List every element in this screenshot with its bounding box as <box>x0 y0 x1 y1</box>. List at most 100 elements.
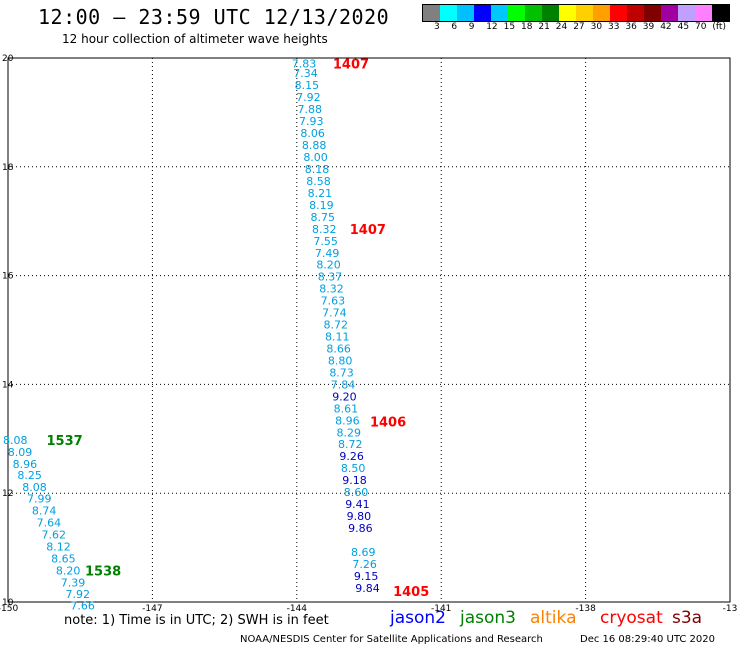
swh-value: 7.26 <box>352 558 377 571</box>
swh-value: 8.75 <box>311 211 336 224</box>
swh-value: 8.25 <box>17 469 42 482</box>
swh-value: 7.99 <box>27 493 52 506</box>
swh-value: 7.63 <box>321 295 346 308</box>
swh-value: 7.92 <box>66 588 91 601</box>
y-tick-label: 12 <box>2 489 13 499</box>
chart-title: 12:00 – 23:59 UTC 12/13/2020 <box>38 5 390 29</box>
legend-swatch <box>695 5 712 21</box>
swh-value: 9.20 <box>332 390 357 403</box>
pass-number-label: 1407 <box>333 57 369 72</box>
pass-number-label: 1538 <box>85 564 121 579</box>
legend-label: 70 <box>695 22 707 32</box>
swh-value: 8.96 <box>13 458 38 471</box>
y-tick-label: 14 <box>2 380 14 390</box>
satellite-name-jason3: jason3 <box>460 608 516 628</box>
pass-number-label: 1406 <box>370 415 406 430</box>
legend-swatch <box>525 5 542 21</box>
legend-label: 9 <box>468 22 475 32</box>
swh-value: 8.80 <box>328 354 353 367</box>
satellite-name-jason2: jason2 <box>390 608 446 628</box>
legend-label: 12 <box>486 22 498 32</box>
swh-value: 8.12 <box>46 541 71 554</box>
swh-value: 7.88 <box>298 103 323 116</box>
satellite-name-altika: altika <box>530 608 577 628</box>
legend-swatch <box>559 5 576 21</box>
chart-subtitle: 12 hour collection of altimeter wave hei… <box>62 32 328 46</box>
satellite-name-cryosat: cryosat <box>600 608 663 628</box>
legend-label: 27 <box>573 22 585 32</box>
swh-value: 8.08 <box>22 481 47 494</box>
x-tick-label: -144 <box>287 604 308 614</box>
legend-label: 36 <box>625 22 637 32</box>
swh-value: 9.84 <box>355 582 380 595</box>
swh-value: 8.72 <box>324 319 349 332</box>
swh-value: 9.86 <box>348 522 373 535</box>
y-tick-label: 10 <box>2 598 14 608</box>
swh-value: 8.72 <box>338 438 363 451</box>
legend-swatch <box>576 5 593 21</box>
pass-number-label: 1405 <box>393 585 429 600</box>
swh-value: 7.84 <box>331 378 356 391</box>
swh-value: 9.15 <box>354 570 379 583</box>
legend-swatch <box>712 5 729 21</box>
swh-value: 8.00 <box>303 151 328 164</box>
swh-value: 8.21 <box>308 187 333 200</box>
legend-swatch <box>678 5 695 21</box>
legend-label: 30 <box>590 22 603 32</box>
swh-value: 7.64 <box>37 517 62 530</box>
y-tick-label: 16 <box>2 272 14 282</box>
swh-value: 8.65 <box>51 552 76 565</box>
swh-value: 8.74 <box>32 505 57 518</box>
color-legend <box>422 4 730 22</box>
swh-value: 7.34 <box>293 67 318 80</box>
swh-value: 8.96 <box>335 414 360 427</box>
swh-value: 8.19 <box>309 199 334 212</box>
satellite-name-s3a: s3a <box>672 608 703 628</box>
y-tick-label: 20 <box>2 54 14 64</box>
swh-value: 9.26 <box>339 450 364 463</box>
legend-label: 18 <box>521 22 533 32</box>
legend-swatch <box>423 5 440 21</box>
swh-value: 8.08 <box>3 434 28 447</box>
legend-label: 15 <box>503 22 516 32</box>
swh-value: 8.20 <box>56 564 81 577</box>
swh-value: 8.20 <box>316 259 341 272</box>
swh-value: 8.50 <box>341 462 366 475</box>
legend-label: 6 <box>451 22 458 32</box>
legend-swatch <box>440 5 457 21</box>
swh-value: 8.37 <box>318 271 343 284</box>
swh-value: 9.18 <box>342 474 367 487</box>
units-note: note: 1) Time is in UTC; 2) SWH is in fe… <box>64 613 329 628</box>
swh-value: 8.29 <box>337 426 362 439</box>
swh-value: 8.06 <box>300 127 325 140</box>
swh-value: 8.32 <box>312 223 337 236</box>
legend-swatch <box>542 5 559 21</box>
swh-value: 8.09 <box>8 446 33 459</box>
legend-label: 24 <box>555 22 568 32</box>
swh-value: 7.83 <box>292 57 317 70</box>
legend-label: 33 <box>608 22 620 32</box>
x-tick-label: -150 <box>0 604 18 614</box>
swh-value: 8.69 <box>351 546 376 559</box>
swh-value: 7.49 <box>315 247 340 260</box>
swh-value: 7.66 <box>70 599 95 612</box>
x-tick-label: -138 <box>575 604 596 614</box>
swh-value: 7.92 <box>296 91 321 104</box>
legend-label: 45 <box>677 22 690 32</box>
legend-label: 39 <box>642 22 655 32</box>
legend-swatch <box>661 5 678 21</box>
legend-label: (ft) <box>712 22 726 32</box>
swh-value: 8.60 <box>344 486 369 499</box>
x-tick-label: -13 <box>723 604 738 614</box>
legend-label: 21 <box>538 22 550 32</box>
swh-value: 7.74 <box>322 307 347 320</box>
swh-value: 8.11 <box>325 331 350 344</box>
legend-swatch <box>644 5 661 21</box>
legend-swatch <box>627 5 644 21</box>
credit-line: NOAA/NESDIS Center for Satellite Applica… <box>240 634 543 645</box>
swh-value: 8.73 <box>329 366 354 379</box>
swh-value: 7.55 <box>313 235 338 248</box>
swh-value: 8.66 <box>326 342 351 355</box>
legend-label: 42 <box>660 22 672 32</box>
